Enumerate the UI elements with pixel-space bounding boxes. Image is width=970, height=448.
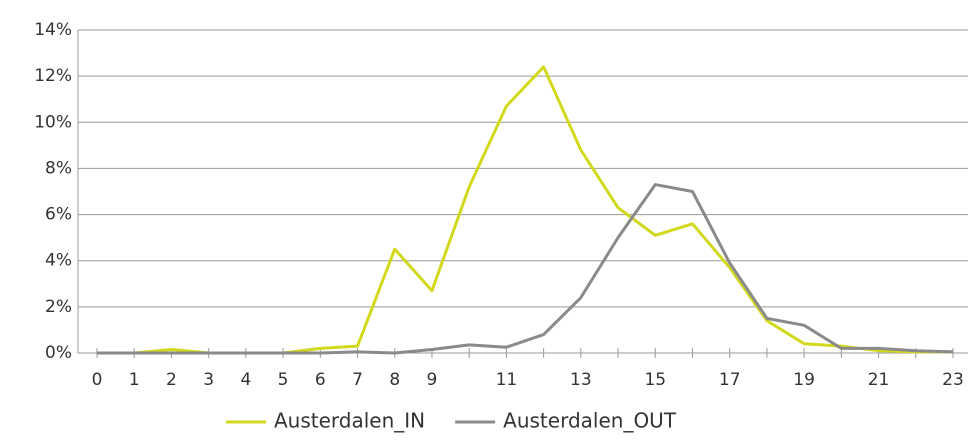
x-tick-label: 4	[240, 370, 251, 390]
x-tick-label: 8	[389, 370, 400, 390]
series-line	[97, 65, 953, 355]
x-tick-label: 15	[644, 370, 666, 390]
x-tick-label: 9	[427, 370, 438, 390]
x-tick-label: 19	[793, 370, 815, 390]
series-line	[97, 183, 954, 355]
x-tick-label: 1	[129, 370, 140, 390]
x-tick-label: 23	[942, 370, 964, 390]
y-tick-label: 14%	[34, 20, 72, 40]
y-tick-label: 12%	[34, 66, 72, 86]
y-tick-label: 8%	[45, 158, 72, 178]
x-tick-label: 13	[570, 370, 592, 390]
x-tick-label: 6	[315, 370, 326, 390]
x-tick-label: 5	[278, 370, 289, 390]
x-tick-label: 3	[203, 370, 214, 390]
legend-label: Austerdalen_IN	[274, 409, 425, 433]
x-tick-label: 11	[496, 370, 518, 390]
x-tick-label: 21	[868, 370, 890, 390]
y-tick-label: 10%	[34, 112, 72, 132]
y-tick-label: 4%	[45, 251, 72, 271]
x-tick-label: 7	[352, 370, 363, 390]
legend-label: Austerdalen_OUT	[503, 409, 677, 433]
x-tick-label: 2	[166, 370, 177, 390]
x-tick-label: 0	[92, 370, 103, 390]
y-tick-label: 0%	[45, 343, 72, 363]
y-tick-label: 2%	[45, 297, 72, 317]
y-tick-label: 6%	[45, 205, 72, 225]
x-tick-label: 17	[719, 370, 741, 390]
